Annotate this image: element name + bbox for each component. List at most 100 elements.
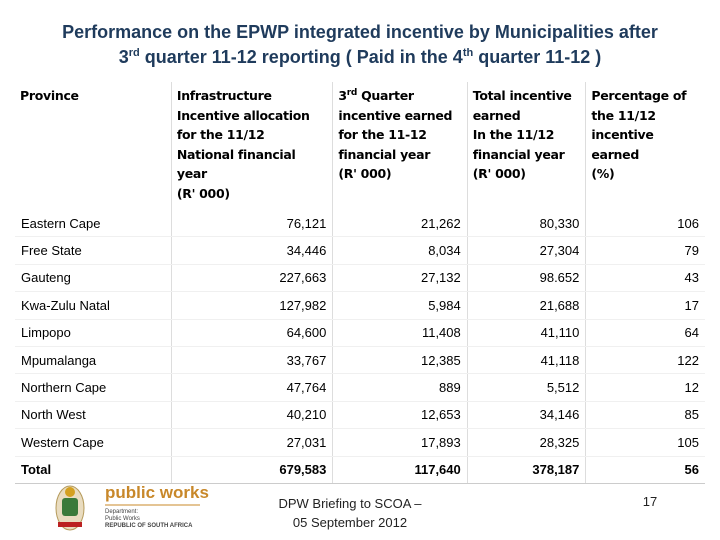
caption: DPW Briefing to SCOA – 05 September 2012 [265, 494, 435, 532]
province-name: Western Cape [15, 428, 172, 457]
province-name: Free State [15, 236, 172, 265]
header-line: earned [472, 107, 521, 123]
header-text: Quarter [357, 88, 414, 103]
header-line: earned [591, 146, 639, 162]
cell-value: 127,982 [170, 291, 333, 320]
logo-sub: Public Works [105, 516, 140, 522]
coat-of-arms [55, 485, 85, 531]
slide-title: Performance on the EPWP integrated incen… [10, 20, 710, 70]
province-name: Total [15, 456, 172, 484]
logo: public works Department: Public Works RE… [55, 483, 209, 531]
table-row: Eastern Cape 76,121 21,262 80,330 106 [15, 210, 705, 238]
cell-value: 85 [585, 401, 705, 430]
cell-value: 12,653 [332, 401, 468, 430]
header-line: financial year [338, 146, 431, 162]
title-text: quarter 11-12 ) [473, 47, 602, 67]
caption-line: 05 September 2012 [292, 515, 408, 530]
cell-value: 21,688 [466, 291, 586, 320]
cell-value: 34,446 [170, 236, 333, 265]
cell-value: 21,262 [332, 210, 468, 238]
title-text: 3 [118, 47, 129, 67]
cell-value: 378,187 [466, 456, 586, 484]
header-line: Percentage of [591, 88, 687, 103]
header-line: the 11/12 [591, 107, 656, 123]
title-text: quarter 11-12 reporting ( Paid in the 4 [139, 47, 463, 67]
table-row: Western Cape 27,031 17,893 28,325 105 [15, 428, 705, 457]
header-line: for the 11/12 [176, 127, 265, 142]
cell-value: 27,132 [332, 264, 468, 293]
cell-value: 41,110 [466, 319, 586, 347]
header-line: financial year [472, 146, 565, 162]
table-row: Total 679,583 117,640 378,187 56 [15, 456, 705, 484]
column-header: Infrastructure Incentive allocation for th… [170, 82, 333, 210]
title-text: Performance on the EPWP integrated incen… [62, 22, 658, 42]
logo-sub: REPUBLIC OF SOUTH AFRICA [105, 523, 193, 529]
header-row: Province Infrastructure Incentive allocati… [15, 82, 705, 210]
province-name: Gauteng [15, 264, 172, 293]
province-name: Mpumalanga [15, 346, 172, 375]
header-text: 3 [338, 88, 347, 103]
header-line: for the 11-12 [338, 127, 427, 142]
cell-value: 80,330 [466, 210, 586, 238]
cell-value: 64 [585, 319, 705, 347]
cell-value: 12,385 [332, 346, 468, 375]
cell-value: 122 [585, 346, 705, 375]
cell-value: 17 [585, 291, 705, 320]
table-row: Gauteng 227,663 27,132 98.652 43 [15, 264, 705, 293]
header-line: (%) [591, 166, 615, 181]
cell-value: 79 [585, 236, 705, 265]
cell-value: 12 [585, 373, 705, 402]
province-name: Northern Cape [15, 373, 172, 402]
cell-value: 34,146 [466, 401, 586, 430]
column-header: Total incentive earned In the 11/12 financi… [466, 82, 586, 210]
logo-title: public works [105, 483, 209, 502]
logo-sub: Department: [105, 509, 138, 515]
cell-value: 76,121 [170, 210, 333, 238]
header-line: Incentive allocation [176, 107, 310, 123]
header-line: Province [20, 88, 79, 103]
cell-value: 17,893 [332, 428, 468, 457]
cell-value: 43 [585, 264, 705, 293]
cell-value: 47,764 [170, 373, 333, 402]
header-line: National financial year [176, 146, 296, 182]
header-line: (R' 000) [472, 166, 526, 181]
header-line: Infrastructure [176, 88, 272, 103]
header-line: (R' 000) [176, 185, 230, 201]
table-row: Limpopo 64,600 11,408 41,110 64 [15, 319, 705, 347]
title-sup: th [462, 47, 474, 59]
cell-value: 889 [332, 373, 468, 402]
cell-value: 11,408 [332, 319, 468, 347]
cell-value: 105 [585, 428, 705, 457]
header-line: incentive earned [338, 107, 453, 123]
table-row: Free State 34,446 8,034 27,304 79 [15, 236, 705, 265]
cell-value: 27,304 [466, 236, 586, 265]
table-body: Eastern Cape 76,121 21,262 80,330 106 Free St… [15, 210, 705, 484]
table-row: Kwa-Zulu Natal 127,982 5,984 21,688 17 [15, 291, 705, 320]
cell-value: 64,600 [170, 319, 333, 347]
cell-value: 33,767 [170, 346, 333, 375]
table-row: Northern Cape 47,764 889 5,512 12 [15, 373, 705, 402]
cell-value: 27,031 [170, 428, 333, 457]
caption-line: DPW Briefing to SCOA – [278, 496, 422, 511]
page-number: 17 [642, 494, 658, 509]
header-line: (R' 000) [338, 166, 392, 181]
incentive-table: Province Infrastructure Incentive allocati… [15, 82, 705, 484]
header-line: In the 11/12 [472, 127, 555, 142]
cell-value: 117,640 [332, 456, 468, 484]
column-header: Percentage of the 11/12 incentive earned (%) [585, 82, 705, 210]
province-name: Eastern Cape [15, 210, 172, 238]
cell-value: 5,984 [332, 291, 468, 320]
province-name: North West [15, 401, 172, 430]
header-line: 3rd Quarter [338, 86, 461, 106]
cell-value: 28,325 [466, 428, 586, 457]
cell-value: 98.652 [466, 264, 586, 293]
header-sup: rd [346, 87, 358, 98]
cell-value: 8,034 [332, 236, 468, 265]
cell-value: 40,210 [170, 401, 333, 430]
column-header: 3rd Quarter incentive earned for the 11-12… [332, 82, 468, 210]
cell-value: 106 [585, 210, 705, 238]
column-header: Province [15, 82, 171, 210]
table-row: Mpumalanga 33,767 12,385 41,118 122 [15, 346, 705, 375]
cell-value: 227,663 [170, 264, 333, 293]
province-name: Kwa-Zulu Natal [15, 291, 172, 320]
